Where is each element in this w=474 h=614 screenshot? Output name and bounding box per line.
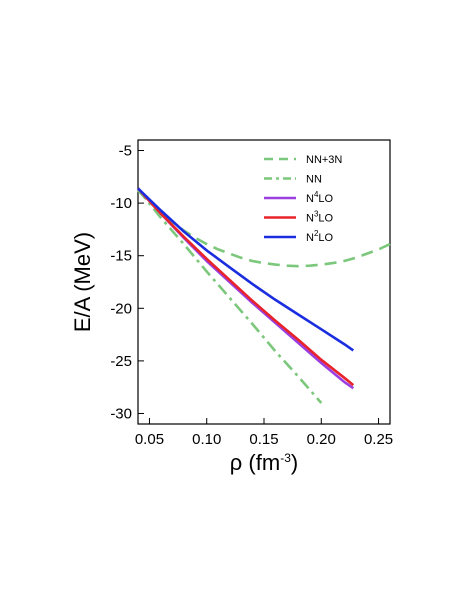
x-tick-label: 0.20 [307, 431, 336, 448]
y-tick-label: -30 [110, 405, 132, 422]
y-tick-label: -5 [119, 143, 132, 160]
legend-label: N3LO [306, 210, 334, 225]
legend: NN+3N NN N4LO N3LO N2LO [264, 154, 342, 244]
legend-label: NN [306, 174, 322, 186]
series-line-n2lo [137, 187, 355, 352]
legend-label: N4LO [306, 190, 334, 205]
plot-frame [137, 139, 391, 425]
x-tick-label: 0.15 [249, 431, 278, 448]
series-line-nn [136, 188, 323, 404]
series-group [136, 187, 391, 404]
x-axis-title-close: ) [291, 450, 298, 475]
legend-label: N2LO [306, 229, 334, 244]
y-tick-label: -10 [110, 195, 132, 212]
legend-label: NN+3N [306, 154, 342, 166]
x-tick-label: 0.05 [135, 431, 164, 448]
y-tick-label: -15 [110, 248, 132, 265]
y-tick-label: -25 [110, 353, 132, 370]
x-tick-label: 0.10 [192, 431, 221, 448]
y-tick-label: -20 [110, 300, 132, 317]
x-axis-title: ρ (fm-3) [230, 450, 298, 475]
y-axis-title: E/A (MeV) [70, 232, 95, 332]
series-line-n3lo [137, 187, 355, 387]
x-axis-title-superscript: -3 [280, 451, 291, 465]
x-tick-label: 0.25 [364, 431, 393, 448]
y-axis-ticks: -5 -10 -15 -20 -25 -30 [110, 143, 144, 422]
series-line-nn-3n [137, 189, 391, 268]
x-axis-ticks: 0.05 0.10 0.15 0.20 0.25 [135, 418, 393, 448]
